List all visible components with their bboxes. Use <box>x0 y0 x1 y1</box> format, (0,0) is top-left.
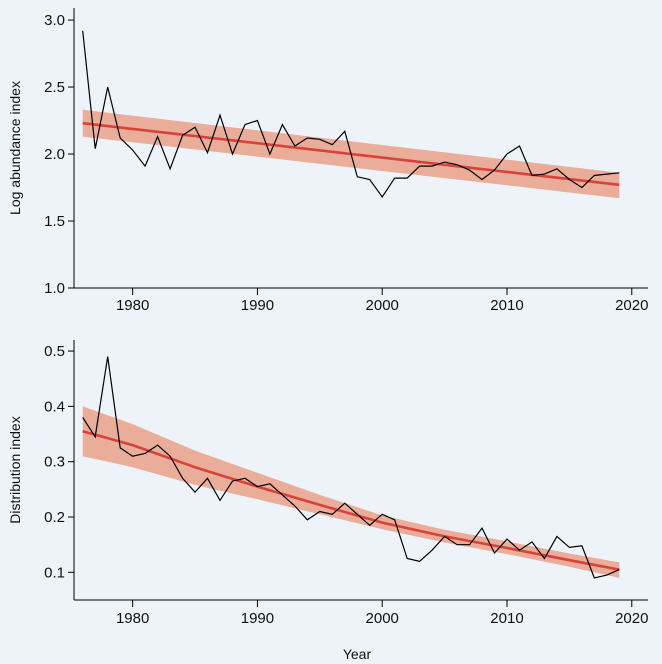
y-tick-label: 0.4 <box>44 398 65 415</box>
y-tick-label: 3.0 <box>44 12 65 29</box>
y-tick-label: 0.1 <box>44 564 65 581</box>
x-tick-label: 1990 <box>241 610 274 627</box>
x-tick-label: 2000 <box>366 297 399 314</box>
y-tick-label: 1.5 <box>44 213 65 230</box>
observed-series-line <box>82 356 620 579</box>
y-axis-label: Log abundance index <box>7 81 23 215</box>
confidence-band <box>82 406 620 578</box>
y-tick-label: 0.5 <box>44 343 65 360</box>
chart-panel-1: 1.0 1.5 2.0 2.5 3.0 1980 1990 2000 2010 2020 Log a… <box>7 8 648 314</box>
y-tick-label: 0.2 <box>44 509 65 526</box>
x-tick-label: 2000 <box>366 610 399 627</box>
x-tick-label: 2020 <box>615 297 648 314</box>
trend-line <box>82 430 620 571</box>
y-tick-label: 2.0 <box>44 146 65 163</box>
x-tick-label: 2010 <box>490 297 523 314</box>
x-axis-label: Year <box>343 646 372 662</box>
x-tick-label: 1980 <box>116 297 149 314</box>
x-tick-label: 1990 <box>241 297 274 314</box>
y-tick-label: 1.0 <box>44 280 65 297</box>
x-tick-label: 2020 <box>615 610 648 627</box>
x-tick-label: 1980 <box>116 610 149 627</box>
x-tick-label: 2010 <box>490 610 523 627</box>
y-axis-label: Distribution index <box>7 416 23 523</box>
observed-series-line <box>82 30 620 198</box>
y-tick-label: 2.5 <box>44 79 65 96</box>
y-tick-label: 0.3 <box>44 454 65 471</box>
chart-panel-2: 0.1 0.2 0.3 0.4 0.5 1980 1990 2000 2010 2020 Distr… <box>7 340 648 662</box>
